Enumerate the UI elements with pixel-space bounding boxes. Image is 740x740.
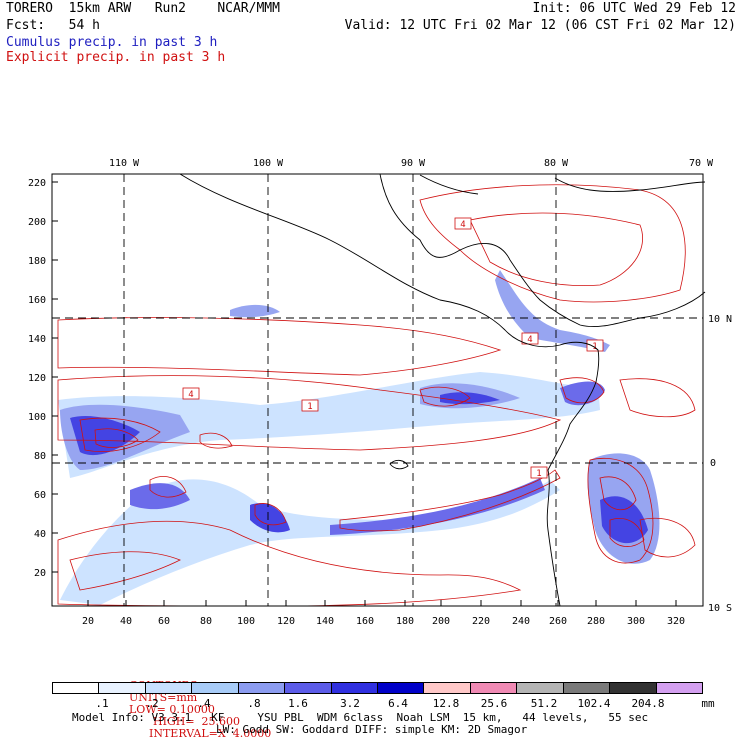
forecast-hour: Fcst: 54 h [6, 18, 100, 33]
legend-label: .1 [95, 697, 109, 710]
contour-info-low: LOW= 0.10000 [129, 703, 215, 716]
lon-label: 70 W [689, 158, 714, 169]
cumulus-precip-shading [58, 270, 660, 605]
legend-label: 12.8 [432, 697, 460, 710]
contour-info-interval: INTERVAL=X 4.0000 [149, 727, 272, 740]
map-frame [51, 173, 704, 607]
x-tick-label: 100 [237, 616, 255, 627]
x-tick-label: 80 [200, 616, 212, 627]
legend-swatch [237, 682, 286, 694]
legend-label: 6.4 [388, 697, 408, 710]
y-tick-label: 80 [34, 451, 46, 462]
y-tick-label: 220 [28, 178, 46, 189]
legend-swatch [144, 682, 193, 694]
x-tick-label: 60 [158, 616, 170, 627]
legend-swatch [469, 682, 518, 694]
explicit-legend-text: Explicit precip. in past 3 h [6, 50, 226, 65]
lon-label: 110 W [109, 158, 140, 169]
y-tick-label: 140 [28, 334, 46, 345]
legend-swatch [377, 682, 425, 694]
contour-label: 4 [527, 335, 532, 345]
legend-swatch [655, 682, 703, 694]
contour-info-high: HIGH= 25.600 [153, 715, 241, 728]
legend-label: .8 [247, 697, 261, 710]
model-physics: LW: Godd SW: Goddard DIFF: simple KM: 2D… [216, 723, 528, 736]
valid-time: Valid: 12 UTC Fri 02 Mar 12 (06 CST Fri … [344, 18, 736, 33]
cumulus-legend-text: Cumulus precip. in past 3 h [6, 35, 218, 50]
legend-swatch [284, 682, 332, 694]
x-tick-label: 160 [356, 616, 374, 627]
legend-swatch [609, 682, 657, 694]
x-tick-label: 140 [316, 616, 334, 627]
x-tick-label: 320 [667, 616, 685, 627]
legend-label: .2 [145, 697, 159, 710]
x-tick-label: 260 [549, 616, 567, 627]
x-axis: 20 40 60 80 100 120 140 160 180 200 220 … [82, 600, 685, 627]
contour-label-group: 4 4 1 4 1 1 [182, 217, 604, 479]
x-tick-label: 120 [277, 616, 295, 627]
lon-label: 100 W [253, 158, 284, 169]
lat-label: 0 [710, 458, 716, 469]
x-tick-label: 280 [587, 616, 605, 627]
legend-swatch [516, 682, 564, 694]
legend-swatch [423, 682, 471, 694]
x-tick-label: 200 [432, 616, 450, 627]
contour-label: 1 [307, 402, 312, 412]
lat-label: 10 S [708, 603, 732, 614]
y-tick-label: 180 [28, 256, 46, 267]
legend-swatch [562, 682, 611, 694]
legend-unit: mm [701, 697, 715, 710]
init-time: Init: 06 UTC Wed 29 Feb 12 [532, 1, 737, 16]
lat-label: 10 N [708, 314, 732, 325]
legend-swatch [330, 682, 378, 694]
x-tick-label: 20 [82, 616, 94, 627]
legend-label: 204.8 [631, 697, 665, 710]
contour-info-units: UNITS=mm [129, 691, 198, 704]
legend-label: .4 [197, 697, 211, 710]
legend-swatch [98, 682, 146, 694]
legend-label: 102.4 [577, 697, 611, 710]
x-tick-label: 220 [472, 616, 490, 627]
coastline [179, 173, 706, 607]
legend-label: 51.2 [530, 697, 558, 710]
legend-label: 3.2 [340, 697, 360, 710]
y-tick-label: 200 [28, 217, 46, 228]
x-tick-label: 240 [512, 616, 530, 627]
legend-label: 25.6 [480, 697, 508, 710]
y-tick-label: 160 [28, 295, 46, 306]
model-info: Model Info: V3.3.1 KF YSU PBL WDM 6class… [72, 711, 649, 724]
y-tick-label: 100 [28, 412, 46, 423]
legend-label: 1.6 [288, 697, 308, 710]
y-tick-label: 60 [34, 490, 46, 501]
lon-label: 90 W [401, 158, 426, 169]
graticule [52, 174, 703, 606]
x-tick-label: 180 [396, 616, 414, 627]
y-tick-label: 20 [34, 568, 46, 579]
contour-label: 4 [188, 390, 193, 400]
contour-label: 4 [460, 220, 465, 230]
lon-label: 80 W [544, 158, 569, 169]
x-tick-label: 40 [120, 616, 132, 627]
model-title: TORERO 15km ARW Run2 NCAR/MMM [6, 1, 280, 16]
legend-swatch [52, 682, 100, 694]
contour-label: 1 [536, 469, 541, 479]
legend-swatch [191, 682, 239, 694]
y-tick-label: 40 [34, 529, 46, 540]
x-tick-label: 300 [627, 616, 645, 627]
y-axis: 220 200 180 160 140 120 100 80 60 40 20 [28, 178, 58, 579]
y-tick-label: 120 [28, 373, 46, 384]
